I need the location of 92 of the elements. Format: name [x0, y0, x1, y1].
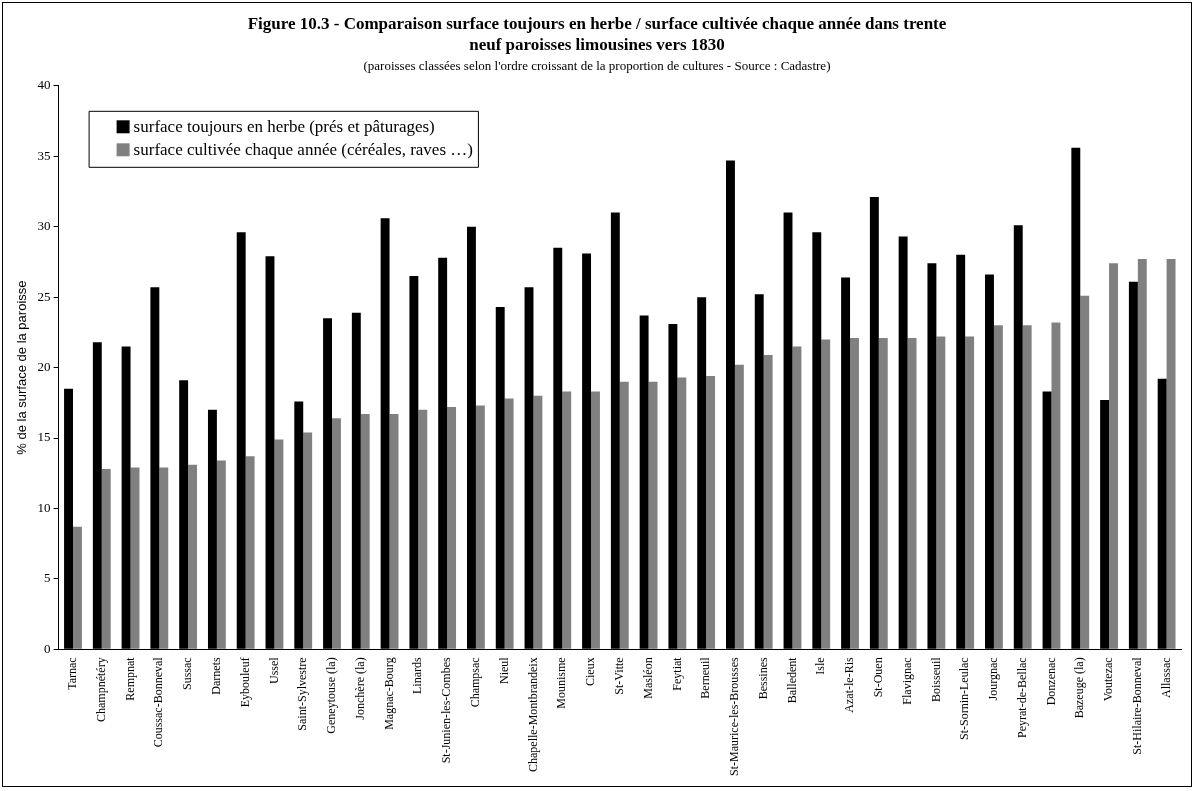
- bar: [850, 337, 859, 649]
- x-tick-label: St-Hilaire-Bonneval: [1129, 656, 1144, 755]
- x-tick-label: St-Vitte: [611, 657, 626, 695]
- x-tick-label: Flavignac: [899, 657, 914, 705]
- legend-label: surface cultivée chaque année (céréales, raves …): [133, 139, 473, 159]
- x-tick-label: Ussel: [266, 656, 281, 685]
- bar: [389, 414, 399, 649]
- bar: [792, 346, 802, 649]
- y-tick-label: 15: [37, 429, 51, 445]
- x-tick-label: St-Ouen: [870, 657, 885, 698]
- y-tick-label: 5: [44, 570, 51, 586]
- x-tick-label: St-Sornin-Leulac: [957, 657, 972, 741]
- bar: [216, 460, 226, 649]
- x-tick-label: Peyrat-de-Bellac: [1014, 657, 1029, 738]
- bar: [907, 337, 917, 649]
- x-tick-label: Feytiat: [669, 656, 684, 691]
- chart-subtitle: (paroisses classées selon l'ordre croissant de la proportion de cultures - Source : Cadastre): [362, 58, 832, 74]
- bar: [1051, 322, 1061, 649]
- x-tick-label: Voutezac: [1101, 657, 1116, 702]
- bar: [303, 432, 313, 649]
- x-tick-label: Balledent: [784, 656, 799, 704]
- bar: [274, 439, 284, 649]
- x-tick-label: St-Maurice-les-Brousses: [727, 657, 742, 776]
- bar: [475, 405, 485, 649]
- y-axis-title: % de la surface de la paroisse: [14, 280, 30, 455]
- bar: [734, 364, 744, 649]
- bar: [677, 377, 687, 649]
- y-tick-label: 35: [37, 147, 51, 163]
- x-tick-label: Jonchère (la): [352, 657, 367, 720]
- bar: [332, 418, 341, 649]
- x-tick-label: Azat-le-Ris: [842, 657, 857, 713]
- y-tick-label: 30: [37, 218, 51, 234]
- x-tick-label: St-Junien-les-Combes: [439, 657, 454, 764]
- bar: [763, 354, 773, 649]
- y-tick-label: 20: [37, 359, 51, 374]
- chart-title: Figure 10.3 - Comparaison surface toujours en herbe / surface cultivée chaque année dans trente neuf paroisses limousines vers 1830: [247, 13, 947, 55]
- x-tick-label: Geneytouse (la): [324, 657, 339, 734]
- bar: [965, 336, 975, 649]
- bar: [72, 526, 82, 649]
- x-tick-label: Tarnac: [65, 657, 80, 690]
- x-tick-label: Linards: [410, 657, 425, 695]
- bar: [245, 456, 255, 649]
- x-tick-label: Chapelle-Montbrandeix: [525, 657, 540, 772]
- x-tick-label: Nieul: [496, 656, 511, 685]
- bar: [591, 391, 600, 649]
- legend-label: surface toujours en herbe (prés et pâturages): [133, 116, 435, 136]
- x-tick-label: Saint-Sylvestre: [295, 657, 310, 731]
- x-tick-label: Donzenac: [1043, 657, 1058, 706]
- bar: [993, 325, 1003, 649]
- bar: [101, 469, 111, 649]
- bar: [878, 337, 888, 649]
- bar: [418, 409, 428, 649]
- y-tick-label: 40: [37, 77, 51, 93]
- bar: [188, 464, 198, 649]
- bar: [562, 391, 572, 649]
- x-tick-label: Allassac: [1158, 657, 1173, 699]
- x-tick-label: Cieux: [583, 657, 598, 687]
- bar: [1166, 259, 1176, 649]
- bar: [821, 339, 831, 649]
- x-tick-label: Champsac: [468, 657, 483, 708]
- bar: [1137, 259, 1147, 649]
- bar: [1109, 263, 1118, 649]
- x-tick-label: Eybouleuf: [237, 657, 252, 708]
- x-tick-label: Coussac-Bonneval: [151, 656, 166, 748]
- x-tick-label: Boisseuil: [928, 656, 943, 703]
- bar: [360, 414, 370, 649]
- x-tick-label: Darnets: [209, 657, 224, 695]
- bar: [1022, 325, 1032, 649]
- x-tick-label: Sussac: [180, 657, 195, 691]
- bar: [936, 336, 946, 649]
- x-tick-label: Isle: [813, 657, 828, 675]
- x-tick-label: Jourgnac: [986, 657, 1001, 701]
- x-tick-label: Bazeuge (la): [1072, 657, 1087, 719]
- bar: [447, 407, 457, 649]
- bar: [504, 398, 514, 649]
- bar: [706, 376, 716, 649]
- x-tick-label: Rempnat: [122, 656, 137, 701]
- bar: [533, 395, 543, 649]
- x-tick-label: Masléon: [640, 657, 655, 699]
- y-tick-label: 25: [37, 288, 51, 304]
- x-tick-label: Berneuil: [698, 656, 713, 699]
- x-tick-label: Champnétéry: [93, 657, 108, 723]
- bar: [1080, 295, 1090, 649]
- bar: [648, 381, 658, 649]
- bar: [130, 467, 140, 649]
- x-tick-label: Mounisme: [554, 657, 569, 709]
- y-tick-label: 0: [44, 640, 51, 656]
- x-tick-label: Magnac-Bourg: [381, 657, 396, 730]
- bar: [159, 467, 169, 649]
- x-tick-label: Bessines: [755, 657, 770, 700]
- bar: [619, 381, 629, 649]
- y-tick-label: 10: [37, 499, 51, 515]
